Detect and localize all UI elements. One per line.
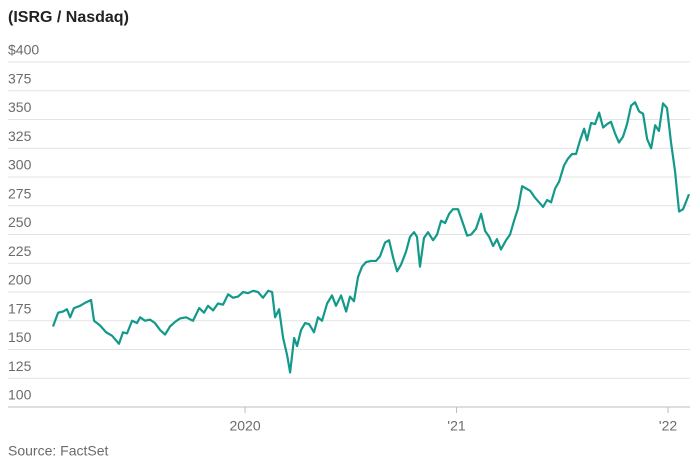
x-tick-label: '22 <box>659 418 677 434</box>
y-tick-label: 350 <box>8 99 32 115</box>
y-tick-label: 275 <box>8 185 32 201</box>
y-tick-label: 100 <box>8 387 32 403</box>
source: Source: FactSet <box>8 443 108 459</box>
y-tick-label: 300 <box>8 157 32 173</box>
y-tick-label: 175 <box>8 300 32 316</box>
y-tick-label: 375 <box>8 70 32 86</box>
price-line <box>51 101 691 374</box>
x-tick-label: '21 <box>447 418 465 434</box>
x-tick-label: 2020 <box>229 418 260 434</box>
y-tick-label: 250 <box>8 214 32 230</box>
chart-title: (ISRG / Nasdaq) <box>8 9 129 26</box>
y-tick-label: 125 <box>8 358 32 374</box>
y-tick-label: 325 <box>8 128 32 144</box>
y-tick-label: 225 <box>8 243 32 259</box>
y-tick-label: $400 <box>8 42 39 58</box>
y-tick-label: 150 <box>8 329 32 345</box>
y-tick-label: 200 <box>8 272 32 288</box>
